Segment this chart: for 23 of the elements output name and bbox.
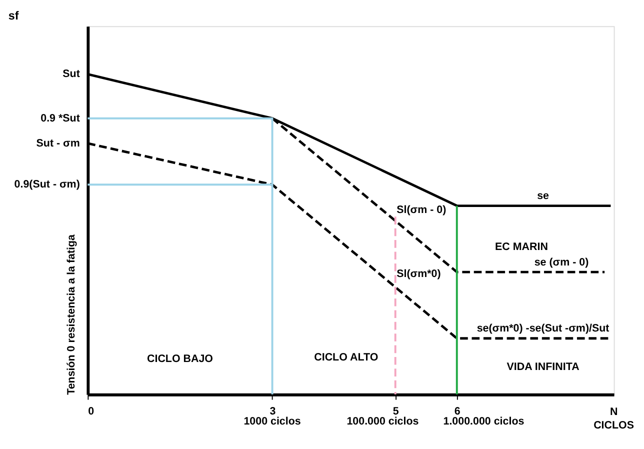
- x-tick-label: 0: [88, 405, 94, 418]
- annotation: Sut: [62, 68, 80, 80]
- annotation: Sl(σm*0): [396, 268, 442, 280]
- x-tick-label: 6: [454, 405, 460, 418]
- annotation: 100.000 ciclos: [346, 416, 419, 428]
- annotation: se: [537, 190, 550, 202]
- chart-title: sf: [8, 9, 19, 22]
- annotation: CICLO BAJO: [146, 353, 213, 366]
- annotation: se(σm*0) -se(Sut -σm)/Sut: [476, 322, 610, 335]
- annotation: CICLO ALTO: [314, 352, 378, 364]
- x-axis-title: N CICLOS: [594, 406, 634, 432]
- annotation: 1.000.000 ciclos: [443, 416, 524, 428]
- annotation: EC MARIN: [495, 241, 548, 254]
- annotation: se (σm - 0): [534, 256, 590, 268]
- annotation: 1000 ciclos: [244, 416, 301, 428]
- annotation: Sl(σm - 0): [396, 204, 447, 216]
- x-tick-label: 3: [270, 405, 276, 418]
- x-tick-label: 5: [392, 405, 399, 418]
- annotation: 0.9(Sut - σm): [14, 178, 80, 191]
- annotation: 0.9 *Sut: [40, 112, 80, 124]
- annotation: Sut - σm: [36, 137, 80, 150]
- annotation: VIDA INFINITA: [506, 361, 580, 374]
- y-axis-title: Tensión 0 resistencia a la fatiga: [66, 233, 78, 395]
